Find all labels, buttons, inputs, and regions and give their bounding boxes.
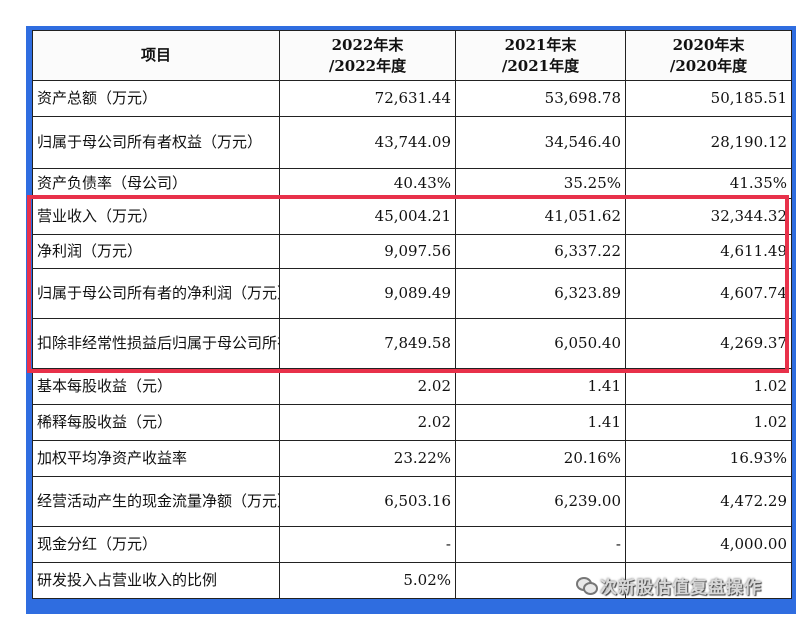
row-label: 资产总额（万元）: [32, 80, 280, 117]
cell-value: 23.22%: [279, 440, 456, 477]
cell-value: 4,472.29: [625, 476, 792, 527]
cell-value: 40.43%: [279, 168, 456, 199]
row-label: 经营活动产生的现金流量净额（万元）: [32, 476, 280, 527]
cell-value: 9,097.56: [279, 234, 456, 269]
cell-value: [625, 562, 792, 599]
cell-value: 16.93%: [625, 440, 792, 477]
cell-value: 32,344.32: [625, 198, 792, 235]
row-label: 基本每股收益（元）: [32, 368, 280, 405]
row-label: 加权平均净资产收益率: [32, 440, 280, 477]
row-label: 归属于母公司所有者权益（万元）: [32, 116, 280, 169]
cell-value: 43,744.09: [279, 116, 456, 169]
header-2021: 2021年末/2021年度: [455, 30, 626, 81]
table-row: 归属于母公司所有者权益（万元） 43,744.09 34,546.40 28,190.…: [32, 116, 792, 169]
financial-table: 项目 2022年末/2022年度 2021年末/2021年度 2020年末/20…: [32, 30, 792, 599]
cell-value: 41.35%: [625, 168, 792, 199]
table-row: 净利润（万元） 9,097.56 6,337.22 4,611.49: [32, 234, 792, 269]
table-row: 研发投入占营业收入的比例 5.02%: [32, 562, 792, 599]
cell-value: 4,000.00: [625, 526, 792, 563]
cell-value: -: [455, 526, 626, 563]
header-2020: 2020年末/2020年度: [625, 30, 792, 81]
cell-value: 1.41: [455, 368, 626, 405]
header-row: 项目 2022年末/2022年度 2021年末/2021年度 2020年末/20…: [32, 30, 792, 81]
header-2022: 2022年末/2022年度: [279, 30, 456, 81]
cell-value: 6,050.40: [455, 318, 626, 369]
cell-value: 28,190.12: [625, 116, 792, 169]
cell-value: 1.02: [625, 368, 792, 405]
row-label: 净利润（万元）: [32, 234, 280, 269]
cell-value: 1.02: [625, 404, 792, 441]
row-label: 现金分红（万元）: [32, 526, 280, 563]
row-label: 稀释每股收益（元）: [32, 404, 280, 441]
cell-value: -: [279, 526, 456, 563]
cell-value: 5.02%: [279, 562, 456, 599]
table-row: 加权平均净资产收益率 23.22% 20.16% 16.93%: [32, 440, 792, 477]
table-row: 资产负债率（母公司） 40.43% 35.25% 41.35%: [32, 168, 792, 199]
watermark-text: 次新股估值复盘操作: [600, 577, 762, 598]
wechat-icon: [576, 576, 598, 595]
cell-value: 2.02: [279, 368, 456, 405]
cell-value: 4,269.37: [625, 318, 792, 369]
header-item: 项目: [32, 30, 280, 81]
cell-value: 7,849.58: [279, 318, 456, 369]
cell-value: 2.02: [279, 404, 456, 441]
cell-value: 35.25%: [455, 168, 626, 199]
table-row: 归属于母公司所有者的净利润（万元） 9,089.49 6,323.89 4,607.7…: [32, 268, 792, 319]
table-row: 资产总额（万元） 72,631.44 53,698.78 50,185.51: [32, 80, 792, 117]
row-label: 资产负债率（母公司）: [32, 168, 280, 199]
cell-value: 6,323.89: [455, 268, 626, 319]
cell-value: 53,698.78: [455, 80, 626, 117]
table-row: 基本每股收益（元） 2.02 1.41 1.02: [32, 368, 792, 405]
row-label: 研发投入占营业收入的比例: [32, 562, 280, 599]
watermark: 次新股估值复盘操作: [576, 572, 788, 598]
cell-value: 20.16%: [455, 440, 626, 477]
cell-value: 34,546.40: [455, 116, 626, 169]
cell-value: 6,503.16: [279, 476, 456, 527]
cell-value: 72,631.44: [279, 80, 456, 117]
cell-value: 6,337.22: [455, 234, 626, 269]
table-row: 现金分红（万元） - -4,000.00: [32, 526, 792, 563]
cell-value: 1.41: [455, 404, 626, 441]
cell-value: 4,607.74: [625, 268, 792, 319]
table-row: 稀释每股收益（元） 2.02 1.41 1.02: [32, 404, 792, 441]
table-frame: 项目 2022年末/2022年度 2021年末/2021年度 2020年末/20…: [26, 26, 796, 614]
cell-value: 50,185.51: [625, 80, 792, 117]
cell-value: 4,611.49: [625, 234, 792, 269]
cell-value: 41,051.62: [455, 198, 626, 235]
row-label: 营业收入（万元）: [32, 198, 280, 235]
cell-value: 6,239.00: [455, 476, 626, 527]
row-label: 归属于母公司所有者的净利润（万元）: [32, 268, 280, 319]
cell-value: 9,089.49: [279, 268, 456, 319]
table-row: 营业收入（万元） 45,004.21 41,051.62 32,344.32: [32, 198, 792, 235]
table-row: 经营活动产生的现金流量净额（万元） 6,503.16 6,239.00 4,472.2…: [32, 476, 792, 527]
row-label: 扣除非经常性损益后归属于母公司所有者的净利润（万元）: [32, 318, 280, 369]
cell-value: 45,004.21: [279, 198, 456, 235]
table-row: 扣除非经常性损益后归属于母公司所有者的净利润（万元）7,849.586,050.…: [32, 318, 792, 369]
